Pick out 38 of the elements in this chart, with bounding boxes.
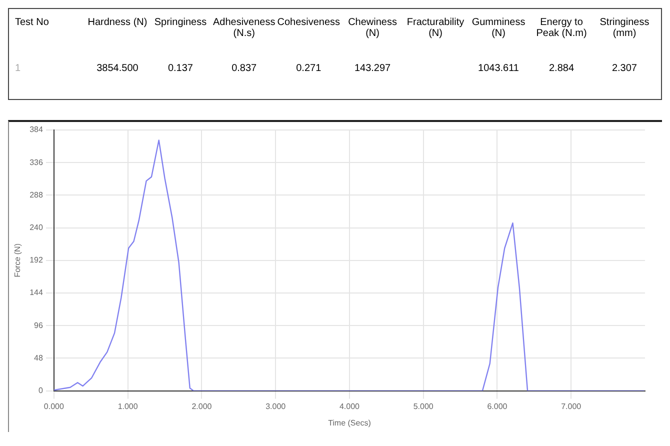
x-tick-label: 6.000 [487,402,508,411]
y-tick-label: 48 [34,353,44,362]
x-tick-label: 1.000 [118,402,138,411]
text: Cohesiveness [277,17,340,30]
text: Springiness [153,17,208,30]
text: 0.837 [230,62,258,76]
x-axis-title: Time (Secs) [328,418,372,428]
text: Chewiness (N) [347,17,398,41]
text: 2.884 [548,62,576,76]
text: 1 [15,62,22,76]
text: Gumminess (N) [470,17,526,41]
text: 0.137 [166,62,194,76]
y-axis-title: Force (N) [13,243,22,278]
x-tick-label: 2.000 [192,402,212,411]
text: 1043.611 [477,62,520,76]
text: Adhesiveness (N.s) [212,17,276,41]
text: 0.271 [295,62,322,76]
text: Fracturability (N) [406,17,466,41]
y-tick-label: 384 [30,125,44,134]
y-tick-label: 288 [30,190,44,200]
y-tick-label: 144 [30,288,44,298]
text: 143.297 [353,62,392,76]
y-tick-label: 336 [30,158,44,167]
x-tick-label: 3.000 [266,402,286,411]
text: 2.307 [610,62,638,76]
x-tick-label: 4.000 [339,402,360,411]
x-tick-label: 5.000 [413,402,434,411]
text: 3854.500 [96,62,140,76]
y-tick-label: 192 [30,256,44,265]
text: Energy to Peak (N.m) [535,17,588,41]
y-tick-label: 0 [38,386,44,396]
text: Hardness (N) [87,17,148,30]
text: Test No [15,17,50,30]
text: Stringiness (mm) [598,17,650,41]
y-tick-label: 96 [34,320,44,330]
x-tick-label: 0.000 [44,402,64,411]
y-tick-label: 240 [30,223,44,232]
x-tick-label: 7.000 [561,402,582,411]
